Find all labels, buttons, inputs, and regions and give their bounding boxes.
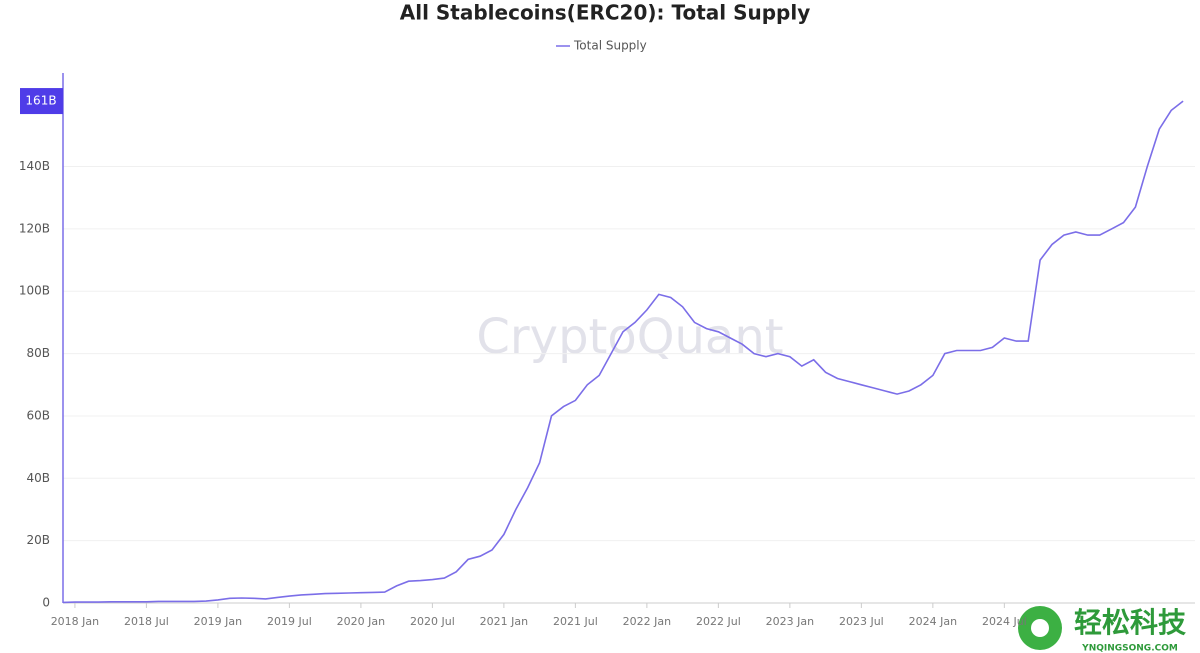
logo-name: 轻松科技 xyxy=(1074,606,1186,639)
logo-icon xyxy=(1031,619,1049,637)
x-tick-label: 2018 Jan xyxy=(51,615,99,628)
x-tick-label: 2019 Jan xyxy=(194,615,242,628)
legend-label: Total Supply xyxy=(573,39,647,53)
y-tick-label: 40B xyxy=(26,471,50,485)
y-tick-label: 100B xyxy=(19,284,50,298)
x-tick-label: 2021 Jan xyxy=(480,615,528,628)
last-value-label: 161B xyxy=(25,94,56,108)
x-tick-label: 2022 Jan xyxy=(623,615,671,628)
y-tick-label: 80B xyxy=(26,346,50,360)
last-value-box xyxy=(20,88,63,115)
x-tick-label: 2021 Jul xyxy=(553,615,598,628)
y-tick-label: 20B xyxy=(26,533,50,547)
x-tick-label: 2020 Jan xyxy=(337,615,385,628)
logo: 轻松科技 YNQINGSONG.COM xyxy=(1018,606,1186,653)
y-tick-label: 140B xyxy=(19,159,50,173)
y-tick-label: 0 xyxy=(42,596,50,610)
y-tick-label: 120B xyxy=(19,221,50,235)
y-tick-label: 60B xyxy=(26,408,50,422)
watermark: CryptoQuant xyxy=(476,309,783,365)
x-tick-label: 2022 Jul xyxy=(696,615,741,628)
x-tick-label: 2020 Jul xyxy=(410,615,455,628)
x-tick-label: 2024 Jul xyxy=(982,615,1027,628)
x-tick-label: 2023 Jan xyxy=(766,615,814,628)
x-tick-label: 2023 Jul xyxy=(839,615,884,628)
x-tick-label: 2024 Jan xyxy=(909,615,957,628)
x-tick-label: 2019 Jul xyxy=(267,615,312,628)
chart-title: All Stablecoins(ERC20): Total Supply xyxy=(400,1,811,25)
logo-site: YNQINGSONG.COM xyxy=(1081,644,1178,653)
x-tick-label: 2018 Jul xyxy=(124,615,169,628)
series-line xyxy=(62,100,1184,604)
